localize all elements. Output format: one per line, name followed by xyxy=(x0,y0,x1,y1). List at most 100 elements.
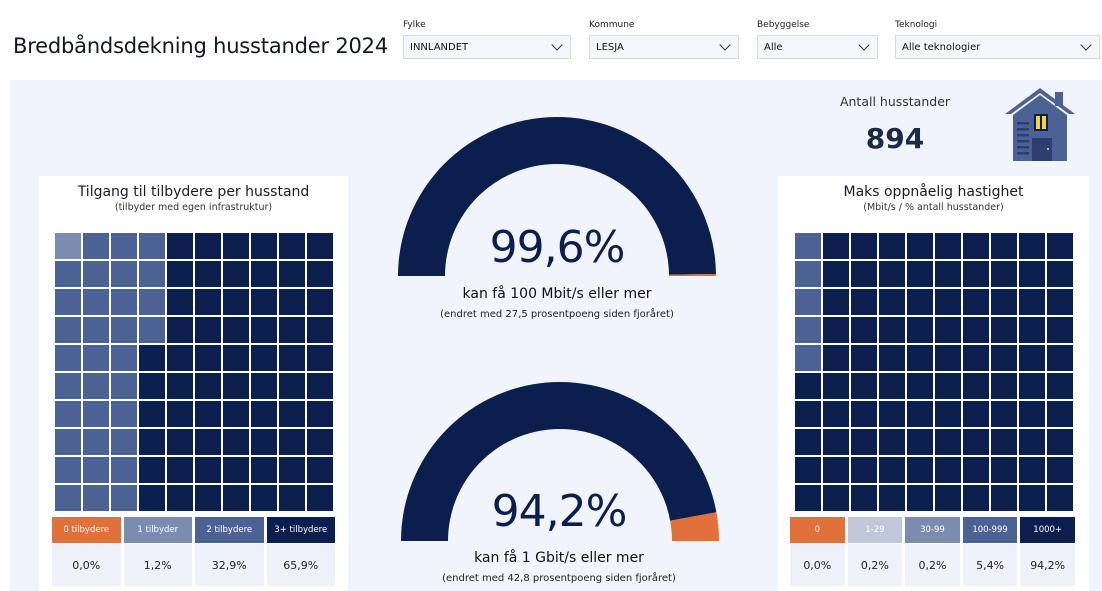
speed-waffle-cell xyxy=(907,373,933,399)
speed-waffle-cell xyxy=(851,345,877,371)
providers-waffle-cell xyxy=(223,373,249,399)
speed-legend-item[interactable]: 30-99 0,2% xyxy=(905,517,960,586)
speed-waffle-cell xyxy=(991,345,1017,371)
speed-waffle-cell xyxy=(795,345,821,371)
speed-waffle-cell xyxy=(795,317,821,343)
speed-waffle-cell xyxy=(1019,401,1045,427)
providers-waffle-cell xyxy=(251,429,277,455)
house-icon xyxy=(1005,88,1075,161)
speed-waffle-cell xyxy=(1047,373,1073,399)
speed-waffle-cell xyxy=(991,373,1017,399)
speed-legend-value: 0,2% xyxy=(847,544,903,586)
speed-waffle-cell xyxy=(795,429,821,455)
filter-bebyggelse-value: Alle xyxy=(764,41,783,53)
providers-waffle-cell xyxy=(195,261,221,287)
providers-legend-item[interactable]: 3+ tilbydere 65,9% xyxy=(266,517,335,586)
speed-legend-value: 5,4% xyxy=(962,544,1018,586)
providers-waffle-cell xyxy=(195,485,221,511)
providers-waffle-cell xyxy=(83,401,109,427)
speed-legend-item[interactable]: 1-29 0,2% xyxy=(847,517,903,586)
filter-fylke-value: INNLANDET xyxy=(410,41,469,53)
providers-waffle-cell xyxy=(307,429,333,455)
filter-teknologi: Teknologi Alle teknologier xyxy=(895,20,1100,59)
speed-waffle-cell xyxy=(879,457,905,483)
speed-waffle-cell xyxy=(935,373,961,399)
speed-legend-item[interactable]: 1000+ 94,2% xyxy=(1020,517,1075,586)
filter-bebyggelse-dropdown[interactable]: Alle xyxy=(757,35,878,59)
providers-legend-item[interactable]: 0 tilbydere 0,0% xyxy=(52,517,121,586)
providers-panel-subtitle: (tilbyder med egen infrastruktur) xyxy=(114,202,273,213)
speed-waffle-cell xyxy=(935,317,961,343)
speed-waffle-cell xyxy=(935,233,961,259)
providers-legend-item[interactable]: 1 tilbyder 1,2% xyxy=(123,517,192,586)
providers-waffle-cell xyxy=(111,261,137,287)
providers-waffle-cell xyxy=(251,233,277,259)
providers-waffle-cell xyxy=(167,345,193,371)
speed-legend-item[interactable]: 0 0,0% xyxy=(790,517,845,586)
speed-waffle-cell xyxy=(963,429,989,455)
speed-waffle-cell xyxy=(1047,289,1073,315)
filter-teknologi-dropdown[interactable]: Alle teknologier xyxy=(895,35,1100,59)
speed-legend-label: 30-99 xyxy=(905,517,960,543)
providers-waffle-cell xyxy=(251,261,277,287)
providers-waffle-cell xyxy=(223,401,249,427)
speed-waffle-cell xyxy=(795,401,821,427)
providers-legend-item[interactable]: 2 tilbydere 32,9% xyxy=(195,517,264,586)
speed-waffle-cell xyxy=(935,485,961,511)
speed-waffle-cell xyxy=(879,429,905,455)
speed-waffle-cell xyxy=(907,429,933,455)
speed-waffle-cell xyxy=(935,429,961,455)
filter-fylke-dropdown[interactable]: INNLANDET xyxy=(403,35,571,59)
speed-waffle-cell xyxy=(1019,429,1045,455)
filter-fylke-label: Fylke xyxy=(403,20,426,30)
providers-waffle-cell xyxy=(83,429,109,455)
speed-waffle-cell xyxy=(1019,485,1045,511)
speed-waffle-cell xyxy=(963,317,989,343)
providers-waffle-cell xyxy=(223,485,249,511)
filter-teknologi-value: Alle teknologier xyxy=(902,41,981,53)
speed-waffle-cell xyxy=(963,457,989,483)
speed-waffle-cell xyxy=(851,317,877,343)
speed-waffle-cell xyxy=(823,429,849,455)
speed-waffle-cell xyxy=(823,261,849,287)
chevron-down-icon xyxy=(858,39,870,51)
providers-waffle-cell xyxy=(251,457,277,483)
speed-waffle-cell xyxy=(1047,345,1073,371)
providers-waffle-cell xyxy=(223,317,249,343)
providers-waffle-cell xyxy=(111,485,137,511)
providers-waffle-cell xyxy=(307,233,333,259)
providers-legend-value: 0,0% xyxy=(52,544,121,586)
providers-panel-title: Tilgang til tilbydere per husstand xyxy=(77,184,310,200)
providers-waffle-cell xyxy=(139,401,165,427)
providers-waffle-cell xyxy=(279,457,305,483)
providers-waffle-cell xyxy=(167,401,193,427)
providers-waffle-cell xyxy=(55,373,81,399)
providers-waffle-cell xyxy=(167,373,193,399)
speed-waffle-cell xyxy=(907,317,933,343)
providers-waffle-cell xyxy=(167,261,193,287)
providers-waffle-cell xyxy=(279,401,305,427)
filter-fylke: Fylke INNLANDET xyxy=(403,20,571,59)
speed-waffle-cell xyxy=(795,233,821,259)
speed-waffle-cell xyxy=(963,485,989,511)
speed-waffle-cell xyxy=(1019,233,1045,259)
speed-waffle-cell xyxy=(879,373,905,399)
speed-waffle-cell xyxy=(963,345,989,371)
providers-waffle-cell xyxy=(251,401,277,427)
chevron-down-icon xyxy=(551,39,563,51)
speed-waffle-cell xyxy=(823,345,849,371)
gauge-100mbit-text: kan få 100 Mbit/s eller mer xyxy=(462,286,652,302)
filter-bebyggelse-label: Bebyggelse xyxy=(757,20,810,30)
speed-legend-item[interactable]: 100-999 5,4% xyxy=(962,517,1018,586)
speed-waffle-chart xyxy=(795,233,1073,511)
providers-legend-value: 65,9% xyxy=(266,544,335,586)
providers-waffle-cell xyxy=(139,429,165,455)
providers-waffle-cell xyxy=(83,261,109,287)
providers-waffle-cell xyxy=(223,233,249,259)
providers-waffle-cell xyxy=(251,345,277,371)
gauge-1gbit-subtext: (endret med 42,8 prosentpoeng siden fjor… xyxy=(442,573,676,584)
speed-waffle-cell xyxy=(963,233,989,259)
filter-kommune-dropdown[interactable]: LESJA xyxy=(589,35,739,59)
speed-waffle-cell xyxy=(879,261,905,287)
